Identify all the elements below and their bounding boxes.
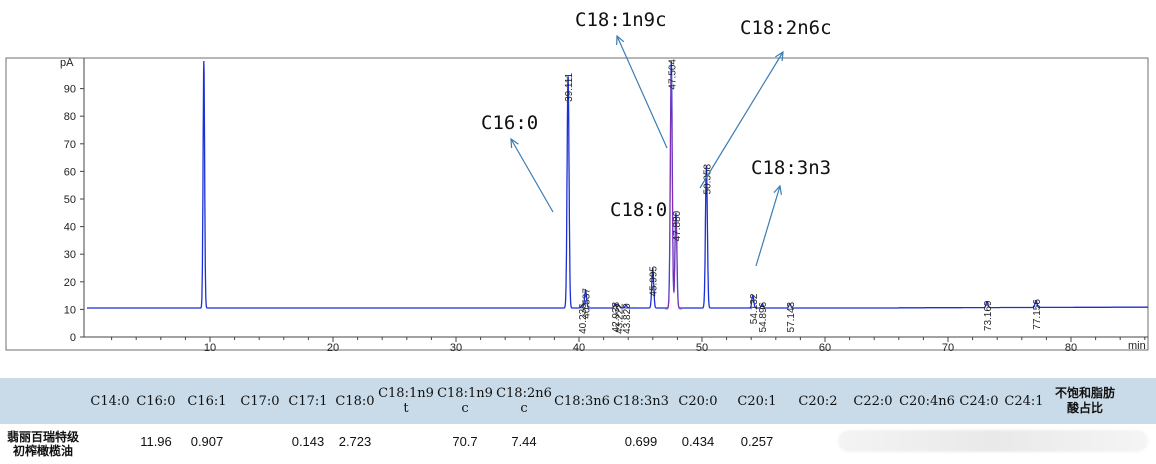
y-tick-label: 40 bbox=[64, 222, 76, 234]
peak-label: 47.504 bbox=[667, 59, 678, 90]
table-cell: 0.257 bbox=[740, 434, 774, 449]
annotation-arrowhead bbox=[773, 184, 782, 195]
annotation-arrowhead bbox=[775, 50, 784, 62]
table-header-cell: C22:0 bbox=[853, 393, 893, 409]
x-tick-label: 70 bbox=[942, 342, 954, 354]
peak-label: 50.358 bbox=[702, 163, 713, 194]
y-tick-label: 20 bbox=[64, 277, 76, 289]
x-tick-label: 40 bbox=[573, 342, 585, 354]
table-cell bbox=[236, 432, 284, 452]
chromatogram: 0 10 20 30 40 50 60 70 80 90 10 20 30 40 50 60 70 80 39.… bbox=[5, 9, 1149, 354]
annotation-arrowhead bbox=[616, 34, 625, 46]
table-header-cell: C18:1n9 t bbox=[378, 386, 434, 416]
table-header-cell: C18:0 bbox=[335, 393, 375, 409]
peak-label: 40.236 bbox=[578, 303, 589, 334]
table-header-cell: C14:0 bbox=[90, 393, 130, 409]
table-header-cell: C16:0 bbox=[136, 393, 176, 409]
peak-label: 73.169 bbox=[983, 300, 994, 331]
compound-label: C18:2n6c bbox=[740, 17, 832, 39]
table-cell bbox=[554, 432, 610, 452]
compound-annotations: C16:0 C18:1n9c C18:2n6c C18:0 C18:3n3 bbox=[481, 9, 832, 267]
annotation-arrow bbox=[510, 138, 554, 213]
table-cell: 11.96 bbox=[140, 434, 172, 449]
y-tick-label: 80 bbox=[64, 111, 76, 123]
y-tick-label: 90 bbox=[64, 84, 76, 96]
annotation-arrow bbox=[755, 185, 781, 267]
y-tick-label: 10 bbox=[64, 304, 76, 316]
chromatogram-trace-overlay bbox=[665, 72, 683, 310]
table-cell: 0.434 bbox=[681, 434, 715, 449]
table-header-cell: C20:0 bbox=[678, 393, 718, 409]
x-tick-label: 50 bbox=[696, 342, 708, 354]
peak-label: 45.995 bbox=[649, 266, 660, 297]
peak-label: 54.132 bbox=[749, 293, 760, 324]
peak-label: 47.880 bbox=[672, 210, 683, 241]
y-axis-label: pA bbox=[60, 57, 74, 69]
annotation-arrowhead bbox=[510, 137, 519, 149]
table-header-cell: C18:2n6 c bbox=[496, 386, 552, 416]
blurred-overlay bbox=[838, 430, 1148, 452]
table-header-cell: C17:1 bbox=[288, 393, 328, 409]
peak-label: 43.222 bbox=[615, 303, 626, 334]
peak-label: 54.896 bbox=[758, 301, 769, 332]
table-header-cell: C16:1 bbox=[187, 393, 227, 409]
x-tick-label: 80 bbox=[1065, 342, 1077, 354]
x-tick-label: 10 bbox=[204, 342, 216, 354]
x-tick-label: 20 bbox=[327, 342, 339, 354]
table-header-cell: 不饱和脂肪 酸占比 bbox=[1054, 386, 1115, 415]
table-cell: 0.143 bbox=[291, 434, 325, 449]
plot-frame bbox=[5, 57, 1149, 351]
y-tick-label: 30 bbox=[64, 249, 76, 261]
compound-label: C18:1n9c bbox=[575, 9, 667, 31]
x-axis-label: min bbox=[1128, 340, 1146, 352]
peak-label: 40.537 bbox=[582, 288, 593, 319]
table-header-band bbox=[0, 378, 1156, 424]
peak-label: 57.143 bbox=[786, 301, 797, 332]
peak-label: 42.938 bbox=[611, 301, 622, 332]
compound-label: C18:3n3 bbox=[751, 157, 831, 179]
annotation-arrow bbox=[699, 51, 784, 189]
table-cell: 2.723 bbox=[338, 434, 372, 449]
table-header-cell: C20:2 bbox=[798, 393, 838, 409]
y-ticks: 0 10 20 30 40 50 60 70 80 90 bbox=[64, 84, 84, 344]
table-cell bbox=[378, 432, 434, 452]
fatty-acid-table: C14:0 C16:0 C16:1 C17:0 C17:1 C18:0 C18:1n9 t C1… bbox=[0, 378, 1156, 464]
table-header-cell: C18:3n6 bbox=[554, 393, 610, 409]
table-header-cell: C20:1 bbox=[737, 393, 777, 409]
peak-label: 43.820 bbox=[622, 303, 633, 334]
x-tick-label: 60 bbox=[819, 342, 831, 354]
table-header-cell: C17:0 bbox=[240, 393, 280, 409]
x-ticks: 10 20 30 40 50 60 70 80 bbox=[111, 337, 1146, 354]
y-tick-label: 0 bbox=[70, 332, 76, 344]
y-tick-label: 70 bbox=[64, 139, 76, 151]
table-cell: 70.7 bbox=[452, 434, 478, 449]
compound-label: C16:0 bbox=[481, 112, 538, 134]
y-tick-label: 60 bbox=[64, 166, 76, 178]
y-tick-label: 50 bbox=[64, 194, 76, 206]
chromatogram-trace bbox=[87, 60, 1148, 309]
annotation-arrow bbox=[616, 35, 668, 149]
table-cell: 7.44 bbox=[511, 434, 537, 449]
x-tick-label: 30 bbox=[450, 342, 462, 354]
table-cell: 0.907 bbox=[190, 434, 224, 449]
compound-label: C18:0 bbox=[610, 199, 667, 221]
table-header-cell: C18:1n9 c bbox=[437, 386, 493, 416]
table-header-cell: C24:0 bbox=[959, 393, 999, 409]
peak-label: 77.156 bbox=[1032, 299, 1043, 330]
table-header-cell: C18:3n3 bbox=[613, 393, 669, 409]
peak-label: 39.111 bbox=[564, 72, 575, 102]
table-header-cell: C24:1 bbox=[1004, 393, 1044, 409]
table-row-label: 翡丽百瑞特级 初榨橄榄油 bbox=[6, 430, 79, 458]
table-cell bbox=[88, 432, 132, 452]
chromatogram-plot: 0 10 20 30 40 50 60 70 80 90 10 20 30 40 50 60 70 80 39.… bbox=[5, 9, 1149, 354]
table-cell: 0.699 bbox=[624, 434, 658, 449]
table-header-cell: C20:4n6 bbox=[899, 393, 955, 409]
